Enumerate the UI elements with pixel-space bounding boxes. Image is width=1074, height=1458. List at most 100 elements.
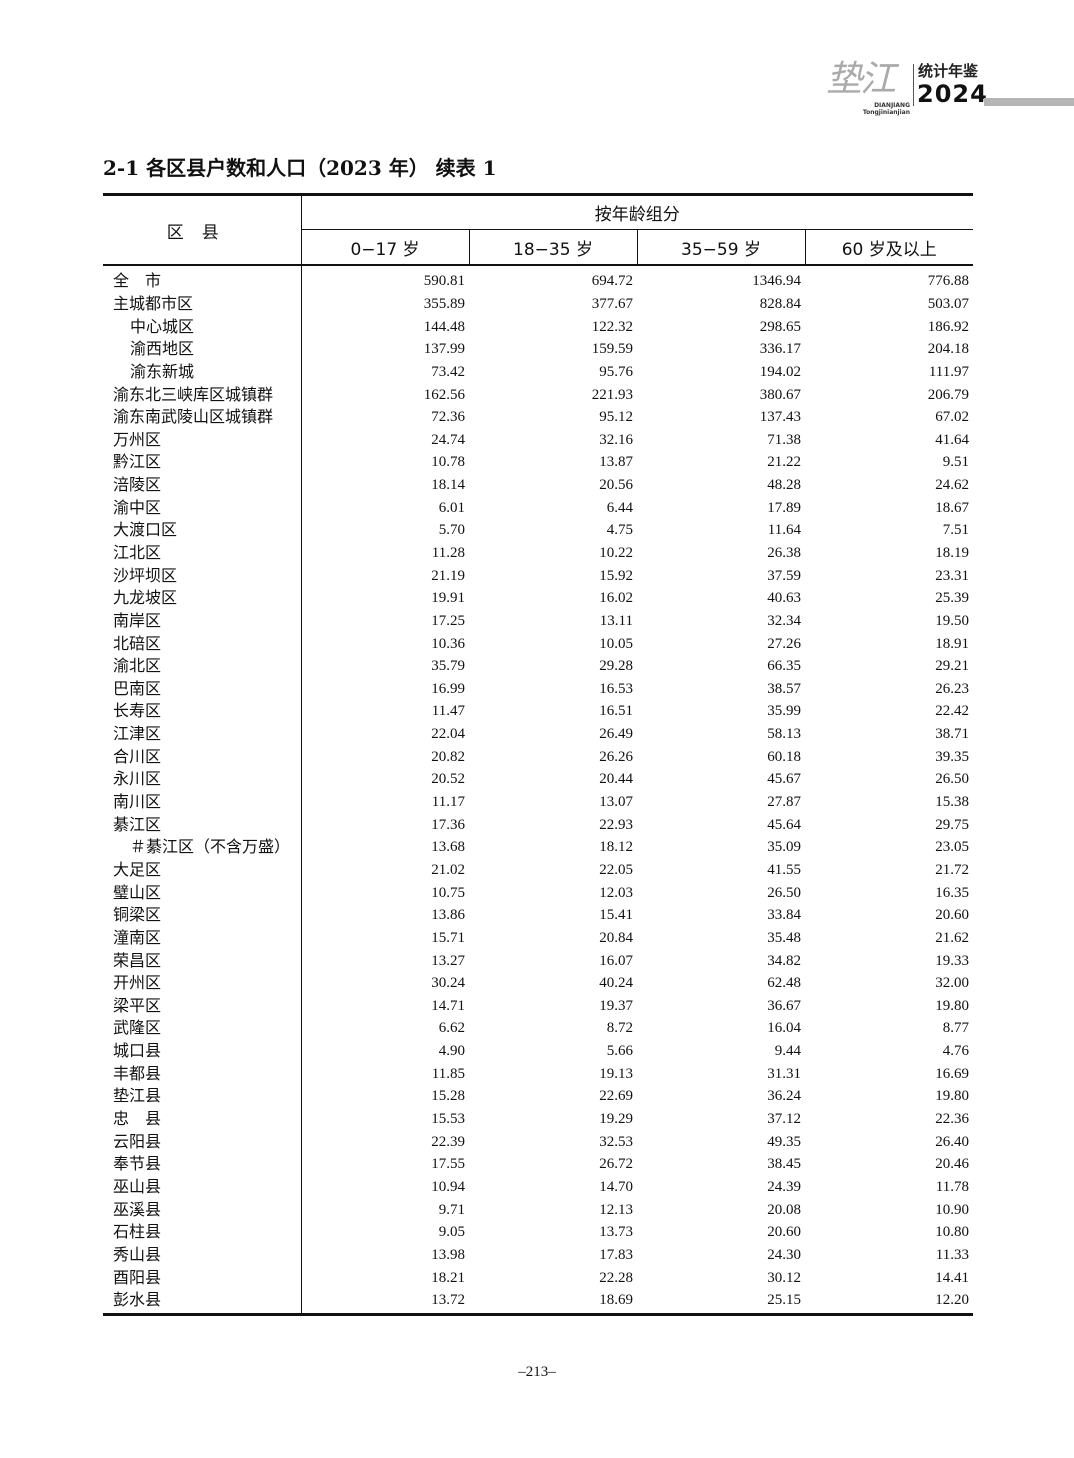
value-cell: 38.57 — [767, 680, 801, 697]
value-cell: 11.47 — [431, 703, 465, 720]
value-cell: 13.86 — [431, 907, 465, 924]
table-row: 彭水县 13.72 18.69 25.15 12.20 — [103, 1288, 973, 1317]
value-cell: 8.72 — [606, 1020, 633, 1037]
region-name: 巴南区 — [103, 677, 302, 701]
value-cell: 19.13 — [599, 1065, 633, 1082]
table-row: 渝北区 35.79 29.28 66.35 29.21 — [103, 654, 973, 678]
logo-calligraphy: 垫江 — [826, 59, 896, 100]
table-row: 主城都市区 355.89 377.67 828.84 503.07 — [103, 292, 973, 316]
age-column-header: 0−17 岁 — [301, 229, 470, 266]
value-cell: 13.98 — [431, 1246, 465, 1263]
value-cell: 694.72 — [591, 273, 633, 290]
value-cell: 10.75 — [431, 884, 465, 901]
value-cell: 13.68 — [431, 839, 465, 856]
value-cell: 24.62 — [935, 477, 969, 494]
value-cell: 20.60 — [767, 1224, 801, 1241]
table-row: 江北区 11.28 10.22 26.38 18.19 — [103, 541, 973, 565]
value-cell: 776.88 — [927, 273, 969, 290]
value-cell: 13.73 — [599, 1224, 633, 1241]
table-row: 江津区 22.04 26.49 58.13 38.71 — [103, 722, 973, 746]
value-cell: 19.33 — [935, 952, 969, 969]
region-name: 沙坪坝区 — [103, 564, 302, 587]
logo-pinyin: DIANJIANG Tongjinianjian — [852, 102, 910, 116]
region-name: 开州区 — [103, 971, 302, 995]
region-name: 奉节县 — [103, 1152, 302, 1176]
value-cell: 20.60 — [935, 907, 969, 924]
value-cell: 35.79 — [431, 658, 465, 675]
logo-year: 2024 — [917, 80, 988, 108]
value-cell: 6.62 — [438, 1020, 465, 1037]
value-cell: 503.07 — [927, 295, 969, 312]
value-cell: 26.50 — [935, 771, 969, 788]
value-cell: 17.83 — [599, 1246, 633, 1263]
table-row: 城口县 4.90 5.66 9.44 4.76 — [103, 1039, 973, 1063]
logo-pinyin-1: DIANJIANG — [874, 102, 910, 109]
region-name: 綦江区 — [103, 813, 302, 837]
region-name: 江津区 — [103, 722, 302, 746]
value-cell: 16.69 — [935, 1065, 969, 1082]
logo-pinyin-2: Tongjinianjian — [862, 109, 910, 116]
region-name: 石柱县 — [103, 1220, 302, 1244]
value-cell: 23.31 — [935, 567, 969, 584]
table-row: 綦江区 17.36 22.93 45.64 29.75 — [103, 813, 973, 837]
table-row: 云阳县 22.39 32.53 49.35 26.40 — [103, 1130, 973, 1153]
value-cell: 10.05 — [599, 635, 633, 652]
value-cell: 35.48 — [767, 929, 801, 946]
value-cell: 37.59 — [767, 567, 801, 584]
region-name: 丰都县 — [103, 1062, 302, 1086]
value-cell: 12.03 — [599, 884, 633, 901]
value-cell: 20.56 — [599, 477, 633, 494]
value-cell: 26.50 — [767, 884, 801, 901]
value-cell: 10.90 — [935, 1201, 969, 1218]
value-cell: 27.87 — [767, 794, 801, 811]
value-cell: 16.53 — [599, 680, 633, 697]
logo-divider — [913, 64, 914, 106]
value-cell: 32.16 — [599, 431, 633, 448]
region-name: 忠 县 — [103, 1107, 302, 1131]
age-column-header: 60 岁及以上 — [805, 229, 973, 266]
value-cell: 29.28 — [599, 658, 633, 675]
table-row: 南川区 11.17 13.07 27.87 15.38 — [103, 790, 973, 814]
value-cell: 10.94 — [431, 1178, 465, 1195]
region-name: 秀山县 — [103, 1243, 302, 1267]
value-cell: 11.64 — [767, 522, 801, 539]
table-row: 渝东新城 73.42 95.76 194.02 111.97 — [103, 360, 973, 384]
region-name: 黔江区 — [103, 451, 302, 474]
value-cell: 10.22 — [599, 545, 633, 561]
table-row: 大足区 21.02 22.05 41.55 21.72 — [103, 858, 973, 882]
value-cell: 336.17 — [759, 341, 801, 358]
value-cell: 17.25 — [431, 612, 465, 629]
value-cell: 15.71 — [431, 929, 465, 946]
region-name: 垫江县 — [103, 1085, 302, 1108]
value-cell: 30.12 — [767, 1269, 801, 1286]
value-cell: 6.44 — [606, 499, 633, 516]
value-cell: 14.70 — [599, 1178, 633, 1195]
value-cell: 35.09 — [767, 839, 801, 856]
value-cell: 32.53 — [599, 1133, 633, 1150]
table-row: 渝东北三峡库区城镇群 162.56 221.93 380.67 206.79 — [103, 383, 973, 406]
value-cell: 122.32 — [591, 318, 633, 335]
region-name: 中心城区 — [103, 315, 302, 338]
value-cell: 38.71 — [935, 726, 969, 743]
value-cell: 62.48 — [767, 975, 801, 992]
value-cell: 20.08 — [767, 1201, 801, 1218]
table-row: 丰都县 11.85 19.13 31.31 16.69 — [103, 1062, 973, 1086]
age-column-header: 35−59 岁 — [637, 229, 806, 266]
region-name: 铜梁区 — [103, 903, 302, 927]
value-cell: 36.67 — [767, 997, 801, 1014]
value-cell: 26.72 — [599, 1156, 633, 1173]
value-cell: 24.30 — [767, 1246, 801, 1263]
value-cell: 13.07 — [599, 794, 633, 811]
table-title: 2-1 各区县户数和人口（2023 年） 续表 1 — [103, 156, 497, 180]
table-row: 九龙坡区 19.91 16.02 40.63 25.39 — [103, 586, 973, 610]
value-cell: 15.41 — [599, 907, 633, 924]
value-cell: 16.02 — [599, 590, 633, 607]
value-cell: 12.20 — [805, 1288, 973, 1317]
table-row: 永川区 20.52 20.44 45.67 26.50 — [103, 768, 973, 791]
region-name: 渝中区 — [103, 496, 302, 520]
value-cell: 71.38 — [767, 431, 801, 448]
value-cell: 26.40 — [935, 1133, 969, 1150]
value-cell: 49.35 — [767, 1133, 801, 1150]
value-cell: 18.69 — [469, 1288, 637, 1317]
value-cell: 95.76 — [599, 363, 633, 380]
